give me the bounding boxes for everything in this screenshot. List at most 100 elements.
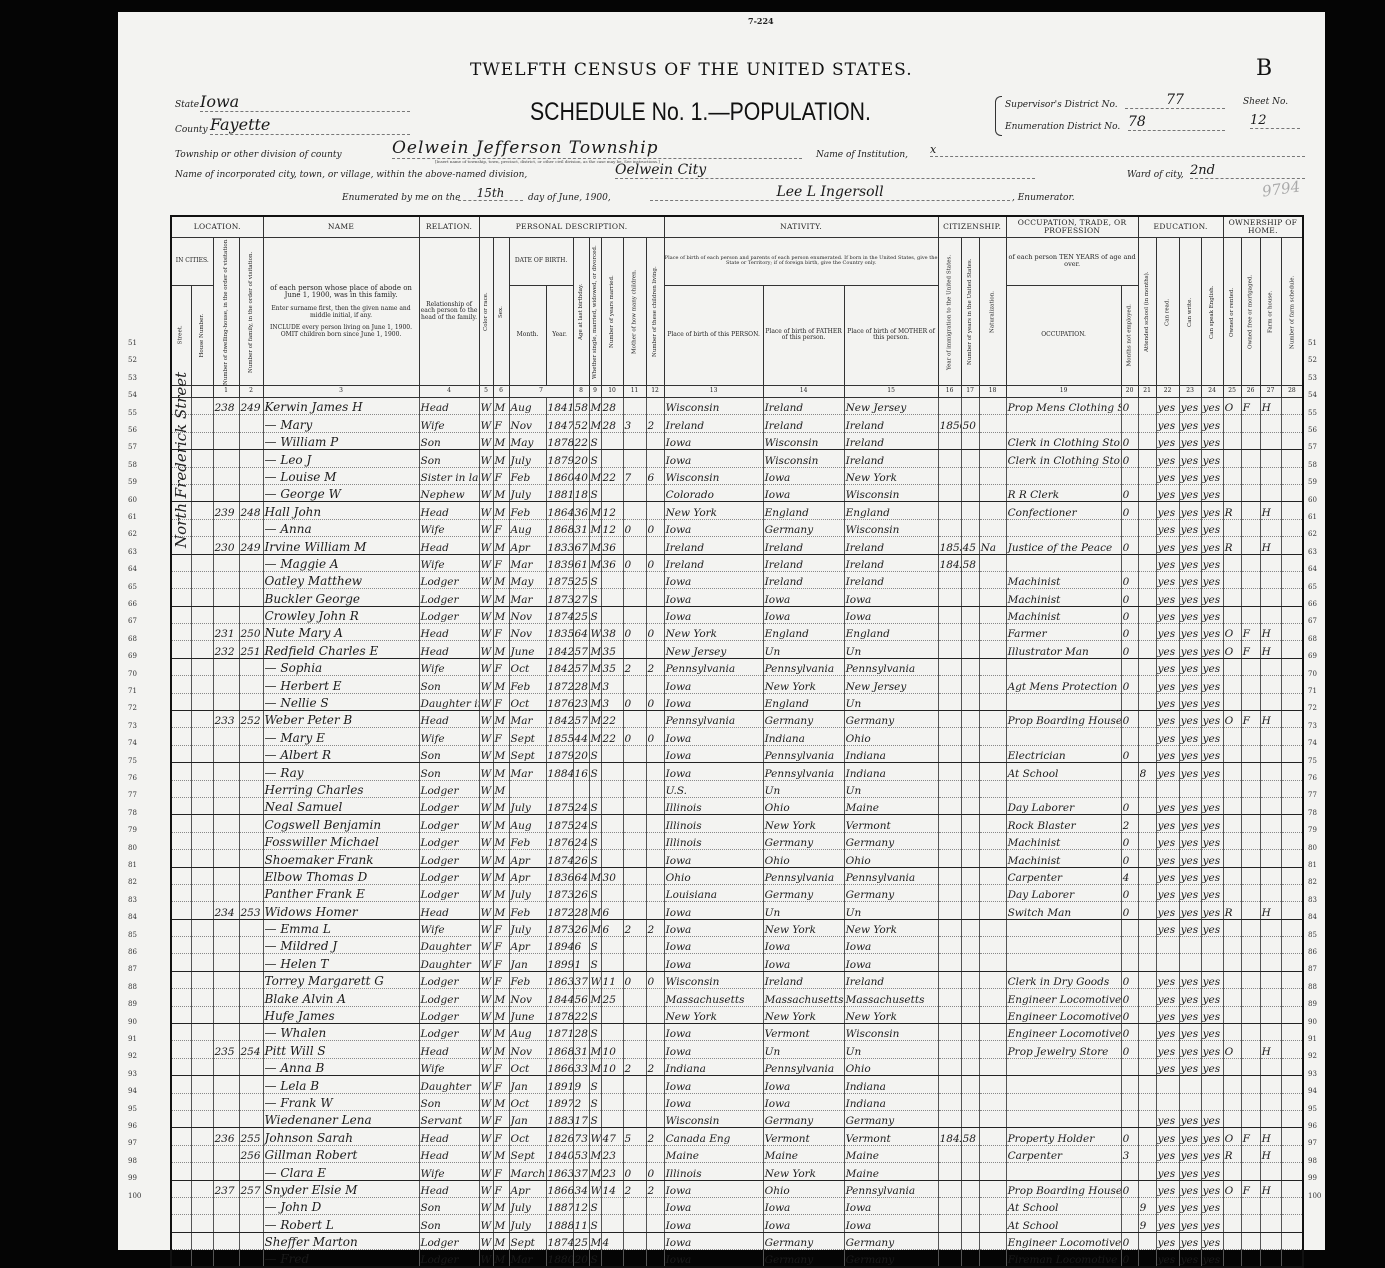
cell-years-married: 12 <box>600 501 624 520</box>
cell-birth-year: 1839 <box>545 554 574 572</box>
table-row: 239 248 Hall John Head W M Feb 1864 36 M 12 New Yor… <box>170 501 1304 520</box>
cell-years-married: 38 <box>600 623 624 642</box>
cell-months-unemployed: 0 <box>1120 710 1139 729</box>
cell-mother-birthplace: Iowa <box>843 1197 939 1216</box>
line-number-left: 88 <box>128 982 137 991</box>
cell-relation: Lodger <box>418 849 480 868</box>
line-number-left: 65 <box>128 582 137 591</box>
cell-children-born <box>622 397 647 416</box>
cell-immigration-year <box>937 658 962 677</box>
cell-sex: F <box>492 414 510 433</box>
cell-farm-schedule <box>1280 501 1304 520</box>
cell-age: 31 <box>572 1040 590 1059</box>
cell-dwelling <box>212 658 239 677</box>
cell-farm-house <box>1259 1110 1282 1129</box>
cell-street <box>170 1214 191 1233</box>
cell-birthplace: Iowa <box>663 1232 764 1251</box>
census-title: TWELFTH CENSUS OF THE UNITED STATES. <box>470 60 913 80</box>
cell-family <box>238 1075 264 1094</box>
cell-birth-month: Apr <box>508 849 547 868</box>
cell-months-unemployed <box>1120 693 1139 712</box>
cell-color: W <box>478 693 494 712</box>
cell-speaks-english: yes <box>1200 919 1224 938</box>
cell-can-write: yes <box>1178 588 1202 607</box>
line-number-right: 63 <box>1308 547 1317 556</box>
cell-speaks-english: yes <box>1200 571 1224 590</box>
cell-name: — Emma L <box>262 919 420 938</box>
cell-name: Snyder Elsie M <box>262 1180 420 1198</box>
cell-street <box>170 501 191 520</box>
header-year: Year. <box>545 284 574 386</box>
cell-marital-status: S <box>588 484 602 503</box>
cell-marital-status: M <box>588 640 602 659</box>
cell-marital-status: M <box>588 554 602 572</box>
column-number: 13 <box>663 384 764 398</box>
cell-farm-house <box>1259 571 1282 590</box>
cell-speaks-english: yes <box>1200 449 1224 468</box>
cell-house-number <box>190 501 213 520</box>
table-row: 232 251 Redfield Charles E Head W M June 1842 57… <box>170 640 1304 659</box>
line-number-left: 85 <box>128 930 137 939</box>
cell-birthplace: Iowa <box>663 936 764 955</box>
cell-sex: M <box>492 1023 510 1042</box>
cell-years-in-us <box>960 1249 980 1268</box>
table-row: Wiedenaner Lena Servant W F Jan 1883 17 S Wiscon… <box>170 1110 1304 1129</box>
header-location: LOCATION. <box>170 215 264 238</box>
cell-farm-house <box>1259 449 1282 468</box>
cell-dwelling <box>212 414 239 433</box>
name-note-1: Enter surname first, then the given name… <box>271 304 411 319</box>
cell-color: W <box>478 1232 494 1251</box>
line-number-left: 59 <box>128 478 137 487</box>
cell-color: W <box>478 1075 494 1094</box>
cell-immigration-year <box>937 640 962 659</box>
cell-street <box>170 1145 191 1164</box>
cell-birth-year: 1875 <box>545 571 574 590</box>
cell-birth-year: 1871 <box>545 1023 574 1042</box>
cell-immigration-year <box>937 693 962 712</box>
cell-years-in-us <box>960 606 980 625</box>
cell-dwelling: 239 <box>212 501 239 520</box>
name-desc: of each person whose place of abode on J… <box>270 283 412 300</box>
cell-years-in-us <box>960 1214 980 1233</box>
cell-naturalization <box>978 780 1007 798</box>
cell-relation: Son <box>418 745 480 764</box>
line-number-right: 92 <box>1308 1052 1317 1061</box>
county-value: Fayette <box>210 115 410 135</box>
cell-house-number <box>190 710 213 729</box>
cell-occupation <box>1005 1110 1122 1129</box>
cell-can-read: yes <box>1155 536 1180 555</box>
cell-naturalization <box>978 414 1007 433</box>
cell-farm-house <box>1259 971 1282 990</box>
cell-years-in-us <box>960 1232 980 1251</box>
cell-occupation: Confectioner <box>1005 501 1122 520</box>
cell-birthplace: Illinois <box>663 832 764 851</box>
cell-family: 248 <box>238 501 264 520</box>
cell-can-read: yes <box>1155 606 1180 625</box>
cell-children-living <box>645 640 665 659</box>
cell-farm-schedule <box>1280 1093 1304 1112</box>
cell-age: 25 <box>572 1232 590 1251</box>
cell-school-months <box>1137 397 1157 416</box>
cell-birth-year: 1899 <box>545 953 574 972</box>
cell-naturalization <box>978 919 1007 938</box>
cell-school-months <box>1137 1075 1157 1094</box>
cell-children-born <box>622 606 647 625</box>
cell-street <box>170 780 191 798</box>
cell-occupation: At School <box>1005 1214 1122 1233</box>
cell-birth-year: 1863 <box>545 971 574 990</box>
cell-mother-birthplace: New York <box>843 1006 939 1025</box>
cell-birth-year: 1897 <box>545 1093 574 1112</box>
cell-family <box>238 936 264 955</box>
header-father-birthplace: Place of birth of FATHER of this person. <box>762 284 845 386</box>
cell-can-read: yes <box>1155 519 1180 538</box>
cell-free-mortgaged <box>1240 1249 1261 1268</box>
cell-father-birthplace: Vermont <box>762 1127 845 1146</box>
cell-occupation: Engineer Locomotive <box>1005 1006 1122 1025</box>
cell-can-write <box>1178 1093 1202 1112</box>
cell-name: — Herbert E <box>262 675 420 694</box>
cell-owned-rented <box>1222 519 1242 538</box>
cell-months-unemployed <box>1120 762 1139 781</box>
cell-farm-schedule <box>1280 1232 1304 1251</box>
header-house-number: House Number. <box>191 285 213 386</box>
cell-relation: Son <box>418 449 480 468</box>
